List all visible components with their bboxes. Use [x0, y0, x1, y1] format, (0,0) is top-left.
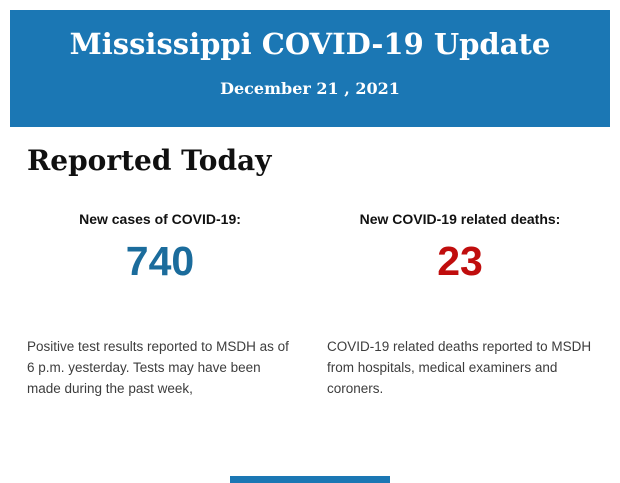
header-banner: Mississippi COVID-19 Update December 21 …: [10, 10, 610, 127]
report-date: December 21 , 2021: [220, 79, 400, 98]
new-cases-description: Positive test results reported to MSDH a…: [27, 339, 289, 396]
new-deaths-description: COVID-19 related deaths reported to MSDH…: [327, 339, 592, 396]
new-deaths-label: New COVID-19 related deaths:: [359, 211, 561, 227]
new-deaths-value: 23: [437, 238, 483, 284]
stats-row: New cases of COVID-19: 740 New COVID-19 …: [10, 179, 610, 282]
new-cases-value: 740: [125, 238, 195, 284]
stat-new-deaths: New COVID-19 related deaths: 23: [310, 179, 610, 282]
new-cases-label: New cases of COVID-19:: [79, 211, 241, 227]
page-title: Mississippi COVID-19 Update: [69, 27, 551, 61]
next-section-banner-partial: [230, 476, 390, 483]
new-cases-description-col: Positive test results reported to MSDH a…: [10, 282, 310, 399]
new-deaths-description-col: COVID-19 related deaths reported to MSDH…: [310, 282, 610, 399]
stat-new-cases: New cases of COVID-19: 740: [10, 179, 310, 282]
section-heading: Reported Today: [27, 144, 272, 177]
descriptions-row: Positive test results reported to MSDH a…: [10, 282, 610, 399]
